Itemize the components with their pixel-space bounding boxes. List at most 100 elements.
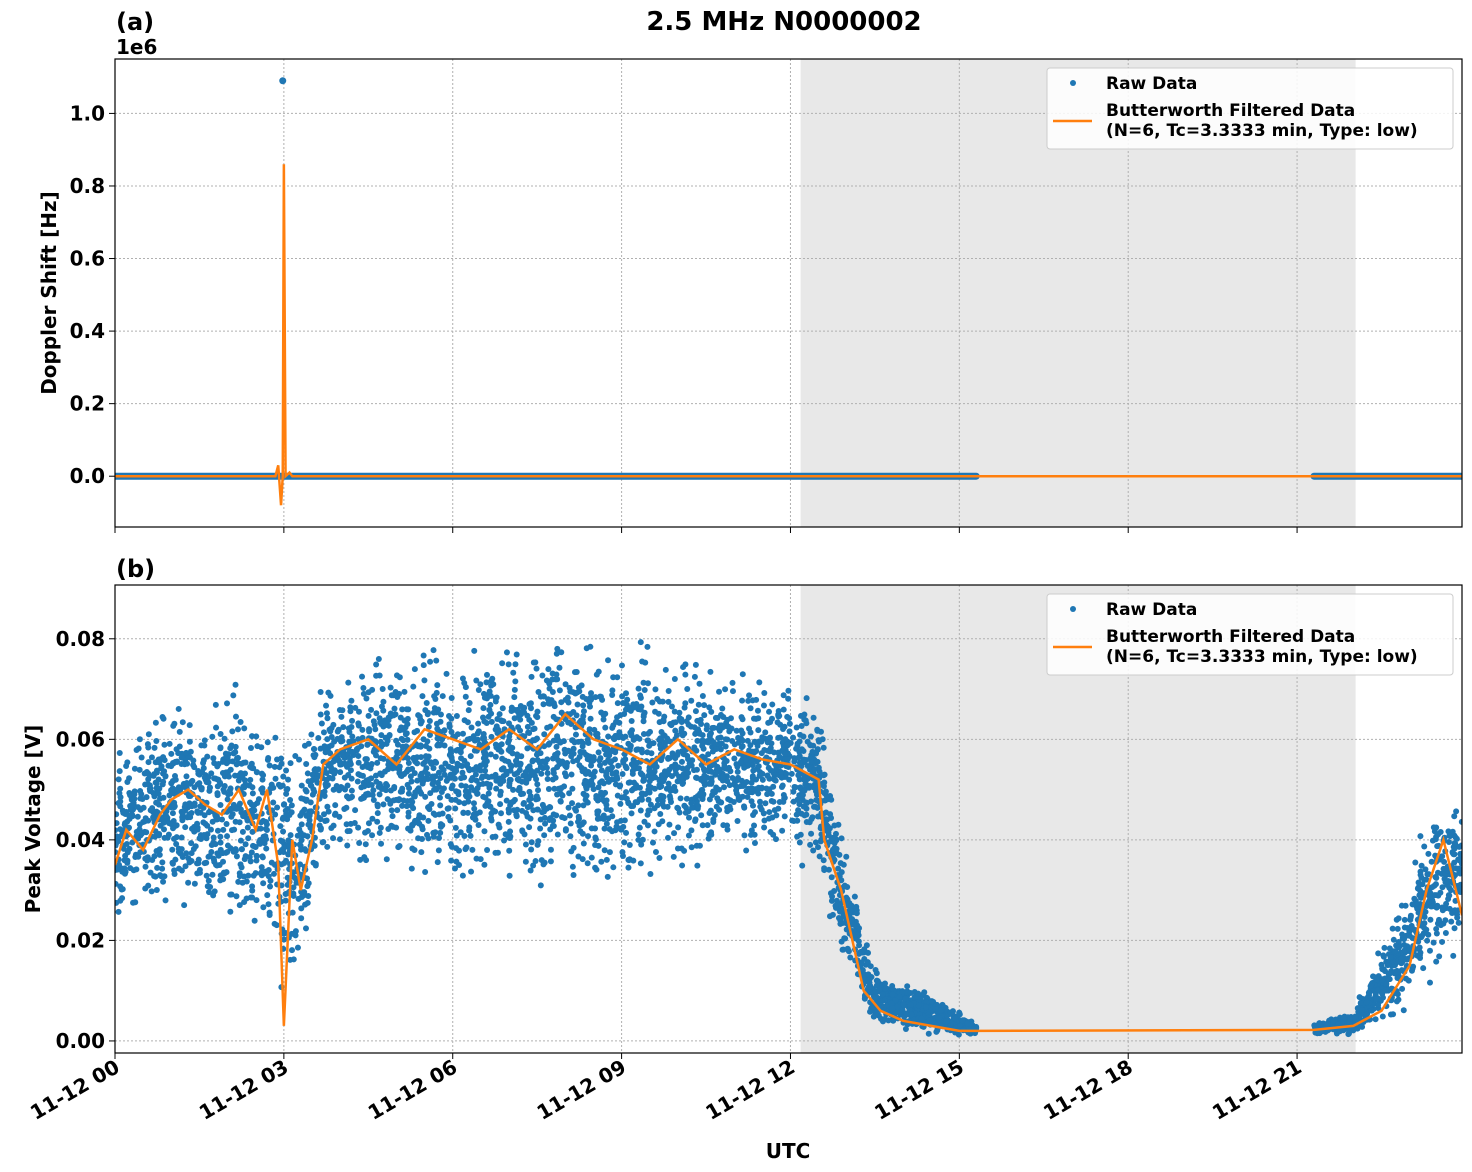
raw-data-point: [306, 817, 313, 824]
raw-data-point: [750, 715, 757, 722]
raw-data-point: [738, 714, 745, 721]
raw-data-point: [279, 782, 286, 789]
raw-data-point: [462, 792, 469, 799]
raw-data-point: [524, 813, 531, 820]
raw-data-point: [470, 766, 477, 773]
raw-data-point: [124, 859, 131, 866]
raw-data-point: [345, 725, 352, 732]
raw-data-point: [821, 771, 828, 778]
raw-data-point: [153, 886, 160, 893]
raw-data-point: [304, 770, 311, 777]
raw-data-point: [197, 803, 204, 810]
raw-data-point: [527, 705, 534, 712]
raw-data-point: [580, 840, 587, 847]
raw-data-point: [415, 815, 422, 822]
raw-data-point: [377, 755, 384, 762]
raw-data-point: [344, 828, 351, 835]
raw-data-point: [459, 769, 466, 776]
raw-data-point: [401, 688, 408, 695]
raw-data-point: [767, 719, 774, 726]
raw-data-point: [354, 745, 361, 752]
raw-data-point: [614, 674, 621, 681]
raw-data-point: [747, 729, 754, 736]
raw-data-point: [1395, 996, 1402, 1003]
raw-data-point: [448, 729, 455, 736]
raw-data-point: [685, 832, 692, 839]
raw-data-point: [754, 707, 761, 714]
x-tick-label: 11-12 03: [195, 1055, 293, 1125]
raw-data-point: [592, 731, 599, 738]
raw-data-point: [488, 677, 495, 684]
raw-data-point: [308, 808, 315, 815]
raw-data-point: [617, 800, 624, 807]
raw-data-point: [119, 895, 126, 902]
raw-data-point: [658, 792, 665, 799]
raw-data-point: [436, 742, 443, 749]
raw-data-point: [217, 833, 224, 840]
raw-data-point: [437, 775, 444, 782]
raw-data-point: [145, 882, 152, 889]
raw-data-point: [188, 825, 195, 832]
raw-data-point: [151, 853, 158, 860]
raw-data-point: [739, 737, 746, 744]
raw-data-point: [288, 802, 295, 809]
raw-data-point: [116, 768, 123, 775]
raw-data-point: [206, 787, 213, 794]
legend-filtered-label: Butterworth Filtered Data: [1106, 101, 1355, 121]
raw-data-point: [711, 761, 718, 768]
raw-data-point: [434, 735, 441, 742]
raw-data-point: [224, 849, 231, 856]
raw-data-point: [506, 737, 513, 744]
raw-data-point: [682, 809, 689, 816]
raw-data-point: [472, 771, 479, 778]
raw-data-point: [734, 763, 741, 770]
raw-data-point: [1330, 1018, 1337, 1025]
raw-data-point: [522, 858, 529, 865]
raw-data-point: [902, 995, 909, 1002]
raw-data-point: [824, 816, 831, 823]
raw-data-point: [480, 731, 487, 738]
raw-data-point: [747, 705, 754, 712]
raw-data-point: [770, 831, 777, 838]
raw-data-point: [782, 736, 789, 743]
raw-data-point: [502, 757, 509, 764]
raw-data-point: [665, 784, 672, 791]
raw-data-point: [166, 740, 173, 747]
raw-data-point: [340, 724, 347, 731]
raw-data-point: [171, 870, 178, 877]
x-tick-label: 11-12 15: [870, 1055, 968, 1125]
raw-data-point: [1421, 914, 1428, 921]
raw-data-point: [825, 829, 832, 836]
raw-data-point: [394, 694, 401, 701]
raw-data-point: [867, 1008, 874, 1015]
raw-data-point: [301, 846, 308, 853]
raw-data-point: [655, 796, 662, 803]
raw-data-point: [570, 871, 577, 878]
raw-data-point: [492, 695, 499, 702]
raw-data-point: [651, 805, 658, 812]
raw-data-point: [171, 803, 178, 810]
raw-data-point: [217, 730, 224, 737]
raw-data-point: [228, 742, 235, 749]
raw-data-point: [771, 807, 778, 814]
raw-data-point: [786, 776, 793, 783]
raw-data-point: [1395, 915, 1402, 922]
raw-data-point: [712, 714, 719, 721]
raw-data-point: [603, 820, 610, 827]
raw-data-point: [445, 763, 452, 770]
raw-data-point: [841, 935, 848, 942]
raw-data-point: [649, 699, 656, 706]
raw-data-point: [751, 822, 758, 829]
raw-data-point: [746, 692, 753, 699]
raw-data-point: [907, 989, 914, 996]
raw-data-point: [666, 821, 673, 828]
raw-data-point: [1436, 916, 1443, 923]
raw-data-point: [160, 715, 167, 722]
raw-data-point: [461, 679, 468, 686]
raw-data-point: [374, 810, 381, 817]
raw-data-point: [279, 838, 286, 845]
x-tick-label: 11-12 09: [533, 1055, 631, 1125]
raw-data-point: [468, 724, 475, 731]
raw-data-point: [652, 849, 659, 856]
